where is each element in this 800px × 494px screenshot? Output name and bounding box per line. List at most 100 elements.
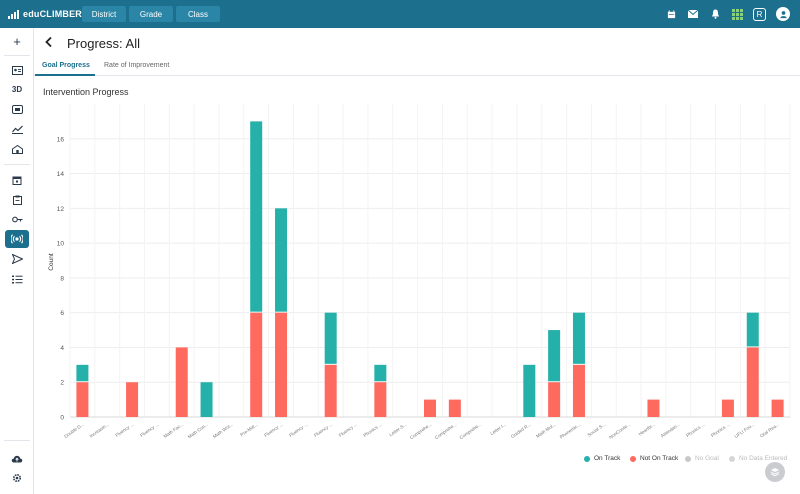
sidebar-item-progress[interactable] (5, 230, 29, 248)
brand-name: eduCLIMBER (23, 9, 82, 19)
y-tick-label: 16 (57, 136, 65, 143)
tab-rate-of-improvement[interactable]: Rate of Improvement (104, 62, 170, 69)
brand-logo[interactable]: eduCLIMBER (0, 9, 82, 19)
apps-grid-icon[interactable] (731, 8, 743, 20)
y-tick-label: 4 (60, 345, 64, 352)
key-icon[interactable] (5, 210, 29, 228)
bar-not-on-track[interactable] (424, 399, 436, 417)
x-tick-label: Double D... (63, 422, 85, 439)
bar-not-on-track[interactable] (175, 347, 188, 417)
bar-on-track[interactable] (275, 208, 288, 312)
nav-tab-district[interactable]: District (82, 6, 126, 22)
x-tick-label: Math Con... (187, 422, 209, 440)
x-tick-label: Guided R... (510, 422, 532, 439)
x-tick-label: Fluency ... (338, 422, 358, 438)
legend-item-no-goal[interactable]: No Goal (685, 455, 719, 462)
bar-on-track[interactable] (324, 312, 337, 364)
calendar-check-icon[interactable] (5, 171, 29, 189)
active-tab-indicator (35, 74, 95, 76)
cloud-upload-icon[interactable] (5, 449, 29, 467)
bar-on-track[interactable] (548, 330, 561, 382)
send-icon[interactable] (5, 250, 29, 268)
legend-swatch (685, 455, 691, 462)
legend-label: No Data Entered (739, 455, 788, 462)
calendar-icon[interactable] (665, 8, 677, 20)
gear-icon[interactable] (5, 469, 29, 487)
x-tick-label: Attendan... (660, 422, 681, 439)
bar-not-on-track[interactable] (771, 399, 784, 417)
x-tick-label: Math Fac... (163, 422, 185, 439)
clipboard-icon[interactable] (5, 191, 29, 209)
nav-tab-grade[interactable]: Grade (129, 6, 173, 22)
layers-fab-button[interactable] (765, 462, 785, 482)
x-tick-label: Fluency ... (313, 422, 333, 438)
checklist-icon[interactable] (5, 270, 29, 288)
legend-swatch (584, 455, 590, 462)
page-title: Progress: All (67, 36, 140, 51)
legend-item-no-data-entered[interactable]: No Data Entered (729, 455, 787, 462)
x-tick-label: NonConte... (608, 422, 631, 440)
bar-on-track[interactable] (523, 364, 536, 417)
x-tick-label: Fluency ... (288, 422, 308, 438)
add-icon[interactable]: + (13, 33, 21, 49)
bar-not-on-track[interactable] (324, 364, 337, 417)
page-tabs: Goal Progress Rate of Improvement (34, 56, 800, 76)
bar-not-on-track[interactable] (126, 382, 139, 417)
nav-tabs: District Grade Class (82, 6, 220, 22)
brand-bars-icon (8, 9, 19, 19)
bar-not-on-track[interactable] (721, 399, 734, 417)
bar-not-on-track[interactable] (250, 312, 263, 417)
nav-tab-class[interactable]: Class (176, 6, 220, 22)
x-tick-label: Increasin... (89, 422, 110, 439)
bar-not-on-track[interactable] (76, 382, 89, 417)
assessment-icon[interactable] (5, 100, 29, 118)
sidebar-divider (4, 164, 30, 165)
x-tick-label: Letter I... (489, 422, 507, 437)
user-avatar-icon[interactable] (776, 7, 790, 21)
x-tick-label: Phonics ... (710, 422, 730, 438)
legend-item-not-on-track[interactable]: Not On Track (630, 455, 678, 462)
bar-on-track[interactable] (746, 312, 759, 347)
bar-not-on-track[interactable] (572, 364, 585, 417)
x-tick-label: Phonics ... (685, 422, 705, 438)
bar-not-on-track[interactable] (448, 399, 461, 417)
sidebar: + 3D (0, 28, 34, 494)
legend-label: On Track (594, 455, 621, 462)
trend-chart-icon[interactable] (5, 120, 29, 138)
x-tick-label: Phonemic... (559, 422, 582, 440)
profile-letter-button[interactable]: R (753, 7, 766, 21)
y-tick-label: 12 (57, 206, 65, 213)
legend-label: Not On Track (640, 455, 679, 462)
bell-icon[interactable] (709, 8, 721, 20)
student-card-icon[interactable] (5, 61, 29, 79)
back-chevron-icon[interactable] (44, 36, 56, 52)
x-tick-label: Fluency ... (114, 422, 134, 438)
x-tick-label: Math Mul... (535, 422, 556, 439)
bar-on-track[interactable] (374, 364, 387, 382)
legend-swatch (729, 455, 735, 462)
bar-not-on-track[interactable] (275, 312, 288, 417)
mail-icon[interactable] (687, 8, 699, 20)
x-tick-label: Fluency ... (263, 422, 283, 438)
bar-not-on-track[interactable] (548, 382, 561, 417)
bar-on-track[interactable] (572, 312, 585, 364)
bar-on-track[interactable] (250, 121, 263, 312)
x-tick-label: Comprehe... (409, 422, 433, 441)
x-tick-label: Social S... (587, 422, 607, 438)
bar-not-on-track[interactable] (746, 347, 759, 417)
bar-not-on-track[interactable] (374, 382, 387, 417)
x-tick-label: Fluency ... (139, 422, 159, 438)
tab-goal-progress[interactable]: Goal Progress (42, 62, 90, 69)
x-tick-label: Comprehe... (459, 422, 483, 441)
x-tick-label: Oral Rea... (759, 422, 780, 439)
y-tick-label: 0 (60, 415, 64, 422)
legend-item-on-track[interactable]: On Track (584, 455, 620, 462)
bar-not-on-track[interactable] (647, 399, 660, 417)
bar-on-track[interactable] (200, 382, 213, 417)
legend-label: No Goal (695, 455, 719, 462)
school-icon[interactable] (5, 140, 29, 158)
y-tick-label: 8 (60, 275, 64, 282)
bar-on-track[interactable] (76, 364, 89, 382)
sidebar-item-3d[interactable]: 3D (11, 84, 23, 94)
